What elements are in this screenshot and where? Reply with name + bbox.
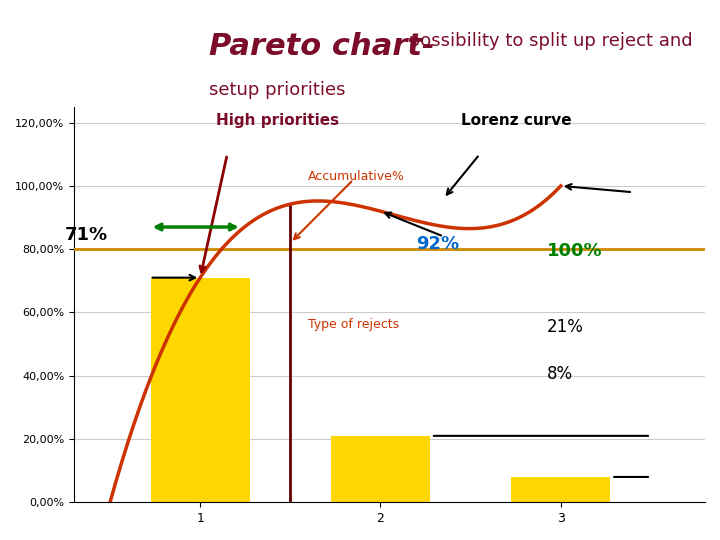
Text: possibility to split up reject and: possibility to split up reject and — [403, 32, 693, 50]
Bar — [511, 477, 611, 502]
Bar — [331, 436, 430, 502]
Text: 8%: 8% — [547, 364, 573, 383]
Text: Lorenz curve: Lorenz curve — [461, 113, 572, 129]
Bar — [150, 278, 250, 502]
Text: 21%: 21% — [547, 318, 584, 336]
Text: 100%: 100% — [547, 242, 603, 260]
Text: 71%: 71% — [65, 226, 108, 244]
Text: Accumulative%: Accumulative% — [308, 170, 405, 183]
Text: Type of rejects: Type of rejects — [308, 318, 400, 331]
Text: High priorities: High priorities — [216, 113, 339, 129]
Text: Pareto chart-: Pareto chart- — [209, 32, 434, 62]
Text: setup priorities: setup priorities — [209, 81, 346, 99]
Text: 92%: 92% — [417, 235, 459, 253]
